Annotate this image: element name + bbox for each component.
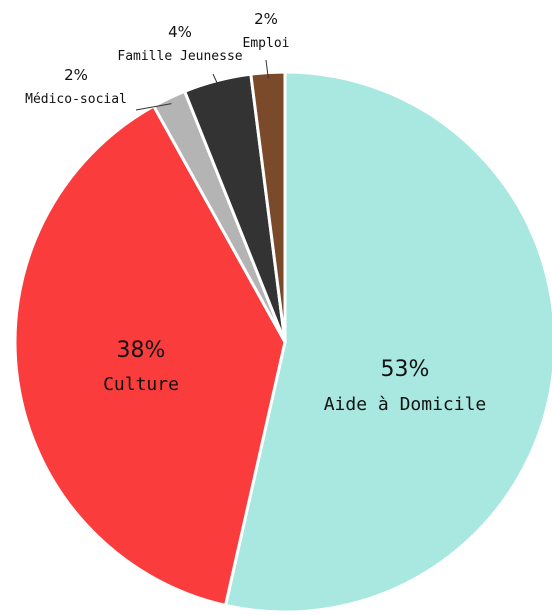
pie-slices — [13, 70, 552, 614]
slice-label-emploi: Emploi — [243, 36, 290, 51]
slice-percent-famille-jeunesse: 4% — [168, 23, 192, 41]
slice-percent-medico-social: 2% — [64, 66, 88, 84]
slice-percent-aide-a-domicile: 53% — [381, 357, 430, 382]
leader-line-medico-social — [135, 103, 172, 111]
slice-label-culture: Culture — [103, 374, 179, 395]
leader-line-emploi — [265, 59, 269, 79]
slice-label-medico-social: Médico-social — [25, 92, 127, 107]
slice-labels: 53% Aide à Domicile 38% Culture 2% Médico-soc… — [25, 10, 486, 415]
leader-line-famille-jeunesse — [212, 73, 220, 87]
leader-lines — [135, 59, 269, 111]
slice-percent-emploi: 2% — [254, 10, 278, 28]
slice-label-famille-jeunesse: Famille Jeunesse — [117, 49, 242, 64]
pie-slice-aide-a-domicile — [224, 70, 552, 614]
pie-slice-culture — [13, 104, 287, 607]
slice-label-aide-a-domicile: Aide à Domicile — [324, 394, 487, 415]
slice-percent-culture: 38% — [117, 338, 166, 363]
